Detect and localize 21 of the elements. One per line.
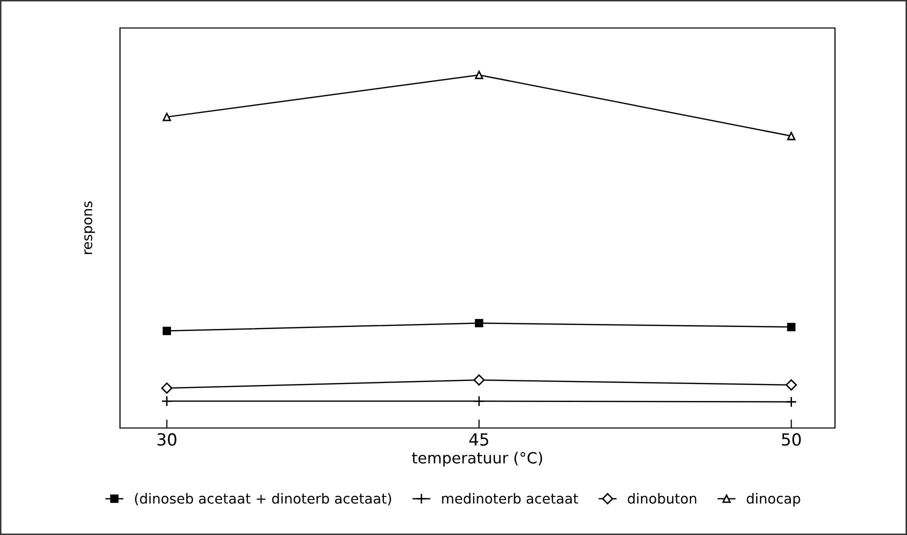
point — [786, 396, 797, 408]
point — [786, 379, 797, 391]
legend-label: medinoterb acetaat — [442, 493, 578, 504]
y-axis-title: respons — [84, 201, 95, 254]
legend-label: (dinoseb acetaat + dinoterb acetaat) — [135, 493, 392, 506]
point — [162, 112, 171, 122]
point — [474, 318, 484, 328]
x-tick-label: 30 — [158, 433, 176, 446]
x-axis-title: temperatuur (°C) — [412, 452, 542, 467]
point — [161, 396, 172, 407]
point — [473, 374, 485, 386]
point — [474, 396, 485, 407]
x-tick-label: 45 — [469, 433, 488, 446]
point — [162, 326, 171, 336]
point — [787, 132, 796, 140]
point — [161, 382, 172, 394]
legend-label: dinocap — [746, 493, 800, 506]
point — [787, 322, 796, 332]
legend-label: dinobuton — [628, 493, 696, 504]
point — [474, 70, 484, 80]
x-tick-label: 50 — [782, 433, 801, 446]
